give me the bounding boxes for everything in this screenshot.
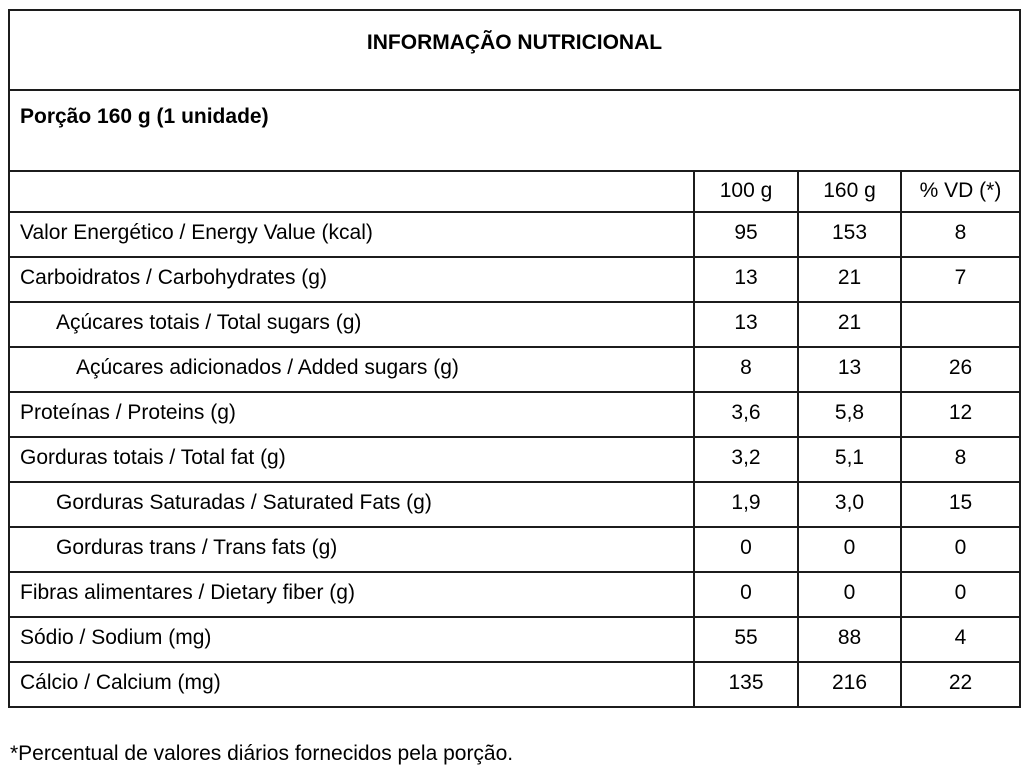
table-row-added-sugars: Açúcares adicionados / Added sugars (g) … — [10, 346, 1019, 391]
value-160g: 21 — [797, 258, 900, 301]
nutrition-table: INFORMAÇÃO NUTRICIONAL Porção 160 g (1 u… — [8, 9, 1021, 708]
serving-size-label: Porção 160 g (1 unidade) — [20, 105, 269, 128]
nutrient-label: Sódio / Sodium (mg) — [20, 626, 212, 649]
column-header-100g: 100 g — [693, 172, 797, 211]
table-title-row: INFORMAÇÃO NUTRICIONAL — [10, 11, 1019, 89]
value-100g: 0 — [693, 528, 797, 571]
value-vd: 0 — [900, 528, 1019, 571]
table-row-saturated-fat: Gorduras Saturadas / Saturated Fats (g) … — [10, 481, 1019, 526]
value-vd: 22 — [900, 663, 1019, 706]
table-row-energy: Valor Energético / Energy Value (kcal) 9… — [10, 211, 1019, 256]
serving-size-row: Porção 160 g (1 unidade) — [10, 89, 1019, 170]
value-vd: 8 — [900, 438, 1019, 481]
value-100g: 1,9 — [693, 483, 797, 526]
value-vd: 4 — [900, 618, 1019, 661]
nutrient-label: Gorduras totais / Total fat (g) — [20, 446, 286, 469]
value-160g: 5,1 — [797, 438, 900, 481]
nutrient-label: Gorduras Saturadas / Saturated Fats (g) — [56, 491, 432, 514]
column-header-vd: % VD (*) — [900, 172, 1019, 211]
value-160g: 21 — [797, 303, 900, 346]
value-160g: 0 — [797, 528, 900, 571]
value-vd: 26 — [900, 348, 1019, 391]
value-100g: 13 — [693, 303, 797, 346]
value-100g: 3,2 — [693, 438, 797, 481]
nutrient-label: Proteínas / Proteins (g) — [20, 401, 236, 424]
daily-values-footnote: *Percentual de valores diários fornecido… — [10, 742, 514, 765]
nutrient-label: Açúcares totais / Total sugars (g) — [56, 311, 362, 334]
value-100g: 8 — [693, 348, 797, 391]
table-row-proteins: Proteínas / Proteins (g) 3,6 5,8 12 — [10, 391, 1019, 436]
table-title: INFORMAÇÃO NUTRICIONAL — [366, 31, 663, 54]
value-vd — [900, 303, 1019, 346]
value-160g: 153 — [797, 213, 900, 256]
table-row-total-fat: Gorduras totais / Total fat (g) 3,2 5,1 … — [10, 436, 1019, 481]
value-160g: 3,0 — [797, 483, 900, 526]
nutrient-label: Açúcares adicionados / Added sugars (g) — [76, 356, 459, 379]
nutrient-label: Gorduras trans / Trans fats (g) — [56, 536, 338, 559]
nutrient-label: Valor Energético / Energy Value (kcal) — [20, 221, 373, 244]
value-100g: 0 — [693, 573, 797, 616]
nutrient-label: Cálcio / Calcium (mg) — [20, 671, 221, 694]
value-100g: 13 — [693, 258, 797, 301]
value-160g: 216 — [797, 663, 900, 706]
table-row-trans-fat: Gorduras trans / Trans fats (g) 0 0 0 — [10, 526, 1019, 571]
value-160g: 5,8 — [797, 393, 900, 436]
value-100g: 55 — [693, 618, 797, 661]
nutrient-label: Fibras alimentares / Dietary fiber (g) — [20, 581, 355, 604]
column-header-blank — [10, 172, 693, 211]
table-row-sodium: Sódio / Sodium (mg) 55 88 4 — [10, 616, 1019, 661]
table-row-total-sugars: Açúcares totais / Total sugars (g) 13 21 — [10, 301, 1019, 346]
value-vd: 12 — [900, 393, 1019, 436]
value-vd: 8 — [900, 213, 1019, 256]
table-row-calcium: Cálcio / Calcium (mg) 135 216 22 — [10, 661, 1019, 706]
nutrient-label: Carboidratos / Carbohydrates (g) — [20, 266, 327, 289]
value-160g: 13 — [797, 348, 900, 391]
value-100g: 95 — [693, 213, 797, 256]
value-160g: 88 — [797, 618, 900, 661]
column-header-160g: 160 g — [797, 172, 900, 211]
value-100g: 135 — [693, 663, 797, 706]
column-header-row: 100 g 160 g % VD (*) — [10, 170, 1019, 211]
value-100g: 3,6 — [693, 393, 797, 436]
table-row-dietary-fiber: Fibras alimentares / Dietary fiber (g) 0… — [10, 571, 1019, 616]
value-vd: 15 — [900, 483, 1019, 526]
value-vd: 0 — [900, 573, 1019, 616]
table-row-carbohydrates: Carboidratos / Carbohydrates (g) 13 21 7 — [10, 256, 1019, 301]
value-vd: 7 — [900, 258, 1019, 301]
value-160g: 0 — [797, 573, 900, 616]
